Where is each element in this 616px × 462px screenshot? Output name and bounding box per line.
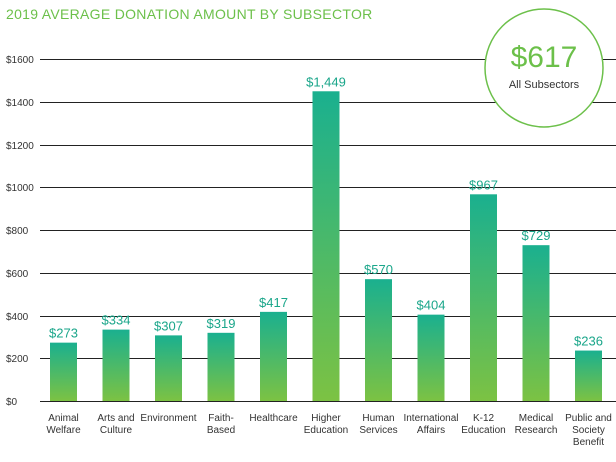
bar-value-label: $404 xyxy=(417,298,446,313)
x-category-label: Services xyxy=(359,425,397,436)
bar xyxy=(417,314,445,401)
summary-callout: $617 All Subsectors xyxy=(484,8,604,128)
x-category-label: Higher xyxy=(311,413,341,424)
x-category-label: Public and xyxy=(565,413,612,424)
x-category-label: Culture xyxy=(100,425,133,436)
x-category-label: Human xyxy=(362,413,394,424)
x-category-label: Based xyxy=(207,425,235,436)
x-category-label: Environment xyxy=(140,413,196,424)
x-category-label: Medical xyxy=(519,413,553,424)
bar xyxy=(260,311,287,401)
x-category-label: Education xyxy=(304,425,348,436)
bar-value-label: $729 xyxy=(522,228,551,243)
bar xyxy=(50,342,77,401)
bar-value-label: $319 xyxy=(207,316,236,331)
x-category-label: Society xyxy=(572,425,605,436)
bar xyxy=(365,279,392,401)
x-category-label: Faith- xyxy=(208,413,234,424)
callout-circle xyxy=(484,8,604,128)
y-tick-label: $600 xyxy=(6,269,29,280)
x-category-label: Benefit xyxy=(573,437,604,448)
y-tick-label: $1600 xyxy=(6,55,34,66)
bar xyxy=(522,245,550,401)
bar xyxy=(575,350,602,401)
x-category-label: Healthcare xyxy=(249,413,298,424)
y-tick-label: $800 xyxy=(6,226,29,237)
x-category-label: International xyxy=(403,413,458,424)
x-category-label: Education xyxy=(461,425,505,436)
bar-value-label: $570 xyxy=(364,262,393,277)
bar-value-label: $236 xyxy=(574,334,603,349)
bar xyxy=(102,329,130,401)
bar-value-label: $967 xyxy=(469,177,498,192)
x-category-label: Welfare xyxy=(46,425,81,436)
y-tick-label: $200 xyxy=(6,354,29,365)
x-category-label: Research xyxy=(515,425,558,436)
y-tick-label: $0 xyxy=(6,397,18,408)
y-tick-label: $400 xyxy=(6,312,29,323)
bar xyxy=(470,194,497,401)
y-tick-label: $1400 xyxy=(6,98,34,109)
bar-value-label: $307 xyxy=(154,318,183,333)
y-tick-label: $1200 xyxy=(6,141,34,152)
bar-value-label: $1,449 xyxy=(306,74,346,89)
bars-layer xyxy=(50,91,602,402)
y-tick-label: $1000 xyxy=(6,183,34,194)
x-category-label: K-12 xyxy=(473,413,495,424)
bar xyxy=(207,332,235,401)
bar xyxy=(312,91,340,402)
callout-label: All Subsectors xyxy=(509,79,580,91)
bar-value-label: $417 xyxy=(259,295,288,310)
bar-value-label: $273 xyxy=(49,326,78,341)
bar-value-label: $334 xyxy=(102,313,131,328)
x-category-label: Arts and xyxy=(97,413,134,424)
chart-title: 2019 AVERAGE DONATION AMOUNT BY SUBSECTO… xyxy=(6,6,373,22)
x-category-label: Animal xyxy=(48,413,79,424)
callout-value: $617 xyxy=(511,41,578,74)
bar xyxy=(155,335,182,401)
x-category-label: Affairs xyxy=(417,425,445,436)
